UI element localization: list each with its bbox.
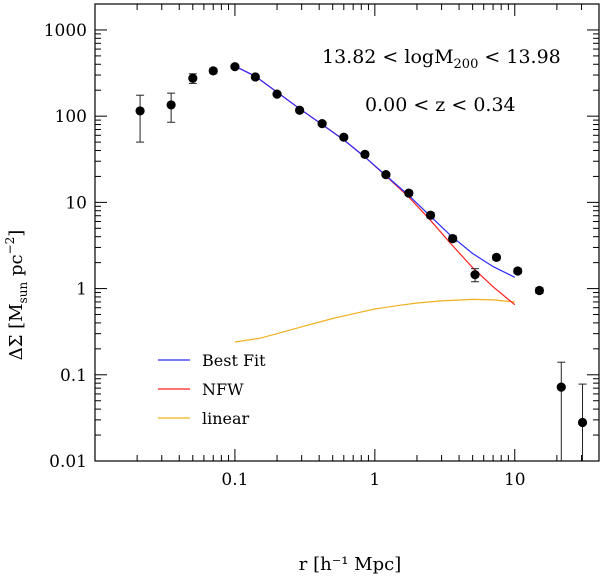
plot-frame bbox=[94, 3, 600, 462]
y-axis-label-sup: −2 bbox=[3, 237, 17, 255]
series-line-linear bbox=[234, 298, 515, 343]
data-point bbox=[230, 62, 240, 72]
y-tick-label: 10 bbox=[65, 193, 87, 213]
y-axis-label-sub: sun bbox=[16, 282, 30, 304]
mass-range-sub: 200 bbox=[454, 57, 479, 72]
y-tick-label: 0.1 bbox=[60, 366, 87, 386]
redshift-range-annotation: 0.00 < z < 0.34 bbox=[365, 94, 516, 116]
data-point bbox=[513, 266, 523, 276]
mass-range-annotation: 13.82 < logM200 < 13.98 bbox=[322, 46, 561, 72]
data-point bbox=[425, 210, 436, 220]
y-tick-label: 1 bbox=[76, 280, 87, 300]
data-point bbox=[208, 66, 218, 76]
y-tick-label: 0.01 bbox=[49, 452, 87, 472]
data-point bbox=[577, 417, 588, 428]
x-tick-label: 1 bbox=[369, 470, 380, 490]
x-tick-label: 0.1 bbox=[221, 470, 248, 490]
data-point bbox=[381, 169, 391, 180]
data-point bbox=[339, 132, 349, 142]
points-layer bbox=[135, 62, 588, 461]
y-axis-label-close: ] bbox=[6, 230, 27, 237]
x-axis-label: r [h⁻¹ Mpc] bbox=[299, 554, 401, 575]
y-axis-label-mid: pc bbox=[6, 254, 27, 281]
data-point bbox=[250, 72, 260, 82]
data-point bbox=[272, 89, 282, 99]
mass-range-left: 13.82 < logM bbox=[322, 46, 454, 68]
y-tick-label: 1000 bbox=[44, 21, 87, 41]
data-point bbox=[360, 149, 370, 160]
data-point bbox=[534, 285, 544, 296]
data-point bbox=[470, 270, 480, 280]
tick-labels: 0.1 1 10 0.01 0.1 1 10 100 1000 bbox=[44, 21, 526, 490]
y-tick-label: 100 bbox=[55, 107, 87, 127]
data-point bbox=[404, 188, 414, 198]
legend-label: linear bbox=[202, 409, 250, 428]
legend: Best Fit NFW linear bbox=[158, 351, 266, 428]
y-axis-label-main: ΔΣ [M bbox=[6, 303, 27, 360]
data-point bbox=[556, 382, 566, 392]
legend-label: NFW bbox=[202, 380, 244, 399]
data-point bbox=[317, 118, 327, 129]
x-tick-label: 10 bbox=[504, 470, 526, 490]
data-point bbox=[448, 233, 458, 244]
legend-label: Best Fit bbox=[202, 351, 266, 370]
data-point bbox=[135, 106, 145, 116]
y-axis-label: ΔΣ [Msun pc−2] bbox=[3, 230, 30, 361]
data-point bbox=[188, 73, 198, 83]
mass-range-right: < 13.98 bbox=[478, 46, 560, 68]
data-point bbox=[491, 252, 502, 262]
data-point bbox=[166, 100, 176, 110]
ticks-layer bbox=[94, 3, 600, 462]
data-point bbox=[295, 105, 305, 115]
